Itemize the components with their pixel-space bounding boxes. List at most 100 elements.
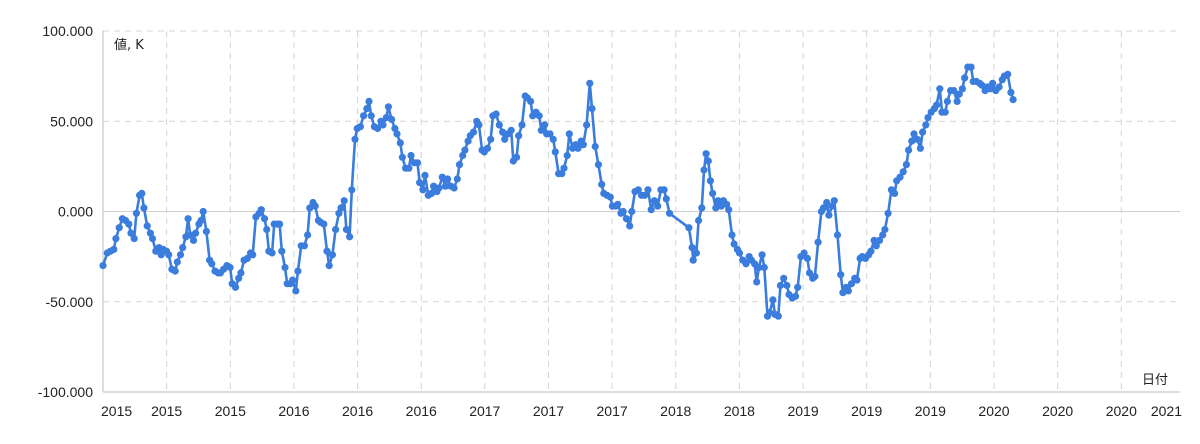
data-point [695, 216, 703, 225]
data-point [943, 97, 952, 105]
x-tick-label: 2019 [851, 403, 882, 419]
data-point [924, 114, 932, 122]
data-point [742, 260, 750, 268]
data-point [704, 157, 712, 165]
data-point [171, 267, 179, 275]
x-tick-label: 2015 [151, 403, 182, 419]
data-point [753, 278, 761, 286]
data-point [469, 128, 478, 136]
data-point [563, 151, 571, 160]
x-tick-label: 2017 [597, 403, 628, 419]
data-point [125, 220, 133, 228]
data-point [165, 251, 173, 259]
data-point [558, 170, 566, 178]
data-point [518, 121, 526, 129]
data-point [257, 206, 265, 214]
y-axis-label: 値, K [114, 37, 144, 53]
data-point [905, 146, 913, 154]
y-tick-labels: 100.000 50.000 0.000 -50.000 -100.000 [38, 23, 93, 400]
data-series [99, 63, 1017, 320]
data-point [475, 121, 483, 129]
data-point [231, 283, 240, 291]
x-tick-label: 2015 [101, 403, 132, 419]
data-point [950, 87, 958, 95]
x-tick-label: 2015 [215, 403, 246, 419]
grid-lines [103, 30, 1180, 392]
data-point [891, 189, 899, 197]
x-tick-label: 2016 [278, 403, 309, 419]
data-point [735, 249, 744, 257]
axes [102, 31, 1180, 393]
data-point [348, 186, 356, 194]
data-point [709, 189, 717, 197]
data-point [444, 175, 452, 183]
data-point [300, 242, 308, 250]
data-point [483, 144, 492, 152]
data-point [304, 231, 312, 239]
data-point [127, 229, 135, 237]
data-point [702, 150, 710, 158]
data-point [755, 263, 763, 272]
data-point [419, 186, 427, 194]
data-point [833, 231, 842, 239]
data-point [495, 121, 503, 129]
data-point [461, 146, 469, 154]
data-point [662, 195, 670, 203]
data-point [388, 115, 396, 123]
data-point [706, 177, 715, 185]
data-point [654, 202, 662, 210]
data-point [276, 220, 284, 228]
data-point [628, 207, 636, 216]
data-point [541, 121, 549, 129]
x-tick-label: 2020 [1106, 403, 1137, 419]
x-tick-label: 2021 [1151, 403, 1182, 419]
data-point [586, 79, 594, 87]
data-point [281, 263, 289, 272]
data-point [186, 231, 194, 239]
data-point [346, 233, 354, 241]
data-point [650, 197, 659, 205]
data-point [340, 197, 348, 205]
data-point [594, 161, 603, 169]
x-tick-label: 2018 [660, 403, 691, 419]
data-point [614, 200, 622, 208]
data-point [148, 235, 157, 243]
data-point [208, 260, 216, 268]
x-tick-label: 2019 [787, 403, 818, 419]
data-point [774, 312, 782, 320]
data-point [549, 135, 557, 143]
data-point [140, 204, 148, 212]
data-point [176, 251, 185, 259]
data-point [132, 209, 140, 217]
data-point [565, 130, 573, 138]
data-point [844, 287, 852, 295]
data-point [953, 97, 961, 105]
data-point [421, 171, 429, 179]
data-point [189, 236, 198, 244]
data-point [955, 90, 963, 98]
data-point [328, 251, 336, 259]
data-point [192, 229, 200, 237]
data-point [360, 112, 368, 120]
data-point [941, 108, 949, 116]
data-point [803, 254, 812, 262]
data-point [455, 161, 464, 169]
data-point [435, 184, 443, 192]
y-tick-label: 50.000 [50, 113, 93, 129]
data-point [647, 206, 655, 214]
x-tick-label: 2020 [978, 403, 1009, 419]
data-point [591, 142, 599, 151]
data-point [619, 207, 627, 216]
data-point [146, 229, 154, 237]
data-point [896, 173, 904, 181]
data-point [728, 231, 736, 239]
data-point [379, 121, 387, 129]
data-point [513, 153, 521, 161]
data-point [1004, 70, 1012, 78]
data-point [805, 269, 814, 277]
data-point [847, 280, 856, 288]
data-point [363, 105, 371, 113]
data-point [115, 224, 123, 232]
data-point [332, 225, 340, 234]
